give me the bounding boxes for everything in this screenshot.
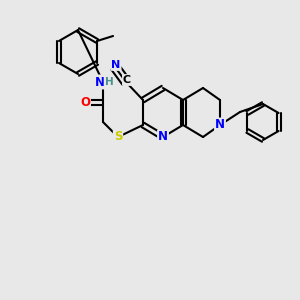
Text: N: N [158, 130, 168, 143]
Text: C: C [123, 75, 131, 85]
Text: N: N [111, 60, 121, 70]
Text: O: O [80, 95, 90, 109]
Text: H: H [105, 77, 113, 87]
Text: N: N [215, 118, 225, 131]
Text: S: S [114, 130, 122, 143]
Text: N: N [95, 76, 105, 88]
